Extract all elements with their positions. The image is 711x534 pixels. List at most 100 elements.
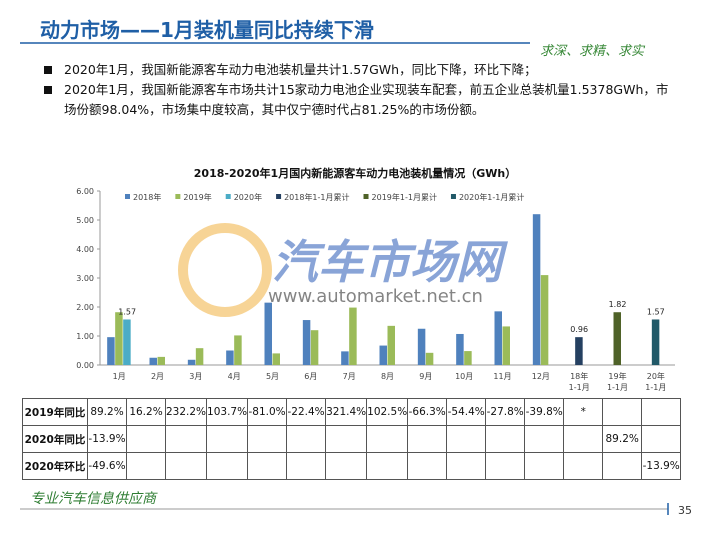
legend-label: 2018年 (133, 192, 161, 202)
bar (417, 328, 426, 365)
table-cell: -13.9% (641, 452, 682, 480)
bar (107, 337, 115, 365)
x-tick-label: 1月 (113, 372, 126, 381)
x-tick-label: 18年 1-1月 (569, 371, 590, 392)
y-tick-label: 4.00 (76, 245, 94, 254)
bar (502, 326, 510, 365)
table-cell (602, 452, 643, 480)
bar (234, 335, 242, 365)
chart-title: 2018-2020年1月国内新能源客车动力电池装机量情况（GWh） (194, 166, 516, 180)
bar (226, 350, 234, 365)
table-cell: -54.4% (446, 398, 487, 426)
table-cell (407, 425, 448, 453)
table-cell (126, 425, 166, 453)
bar (310, 330, 319, 365)
table-cell (286, 452, 327, 480)
legend-swatch (175, 194, 181, 199)
legend-swatch (125, 194, 130, 199)
table-cell: -66.3% (407, 398, 448, 426)
x-tick-label: 19年 1-1月 (607, 371, 628, 392)
legend-swatch (276, 194, 282, 199)
bar (387, 325, 395, 365)
legend-swatch (363, 194, 369, 199)
table-cell: -39.8% (524, 398, 565, 426)
table-cell (286, 425, 327, 453)
bullet-list: 2020年1月，我国新能源客车动力电池装机量共计1.57GWh，同比下降，环比下… (44, 60, 674, 120)
x-tick-label: 6月 (304, 372, 317, 381)
x-tick-label: 8月 (381, 372, 394, 381)
table-cell (641, 425, 682, 453)
table-row: 2020年同比 -13.9% 89.2% (22, 425, 682, 453)
y-tick-label: 0.00 (76, 361, 94, 370)
footer: 专业汽车信息供应商 (30, 491, 156, 507)
bar (341, 351, 349, 365)
table-row: 2019年同比 89.2% 16.2% 232.2% 103.7% -81.0% -22.4… (22, 398, 682, 426)
legend-swatch (450, 194, 456, 199)
table-cell (524, 425, 565, 453)
data-table: 2019年同比 89.2% 16.2% 232.2% 103.7% -81.0% -22.4… (22, 398, 682, 480)
table-cell (563, 452, 604, 480)
row-header: 2020年环比 (22, 452, 88, 480)
table-cell: 16.2% (126, 398, 166, 426)
page-number: 35 (678, 504, 692, 517)
table-cell (164, 425, 208, 453)
table-cell: -13.9% (87, 425, 127, 453)
table-cell (602, 398, 643, 426)
legend-label: 2019年1-1月累计 (372, 192, 437, 202)
bar (425, 352, 434, 365)
bullet: 2020年1月，我国新能源客车市场共计15家动力电池企业实现装车配套，前五企业总… (44, 80, 674, 120)
table-cell: 232.2% (164, 398, 208, 426)
table-cell (407, 452, 448, 480)
bar (379, 345, 387, 365)
y-tick-label: 1.00 (76, 332, 94, 341)
legend-label: 2020年1-1月累计 (459, 192, 524, 202)
table-cell (164, 452, 208, 480)
data-label: 1.82 (609, 300, 627, 309)
bar (540, 275, 549, 365)
x-tick-label: 5月 (266, 372, 279, 381)
legend-label: 2018年1-1月累计 (284, 192, 349, 202)
x-tick-label: 10月 (455, 372, 473, 381)
slide-title: 动力市场——1月装机量同比持续下滑 (40, 18, 374, 42)
x-tick-label: 4月 (228, 372, 241, 381)
bar (264, 302, 272, 365)
table-cell (247, 452, 288, 480)
x-tick-label: 2月 (151, 372, 164, 381)
legend-swatch (225, 194, 231, 199)
table-cell (325, 452, 368, 480)
table-cell (446, 452, 487, 480)
bar (494, 311, 502, 365)
table-row: 2020年环比 -49.6% -13.9% (22, 452, 682, 480)
x-tick-label: 3月 (189, 372, 202, 381)
bar (272, 353, 280, 365)
data-label: 0.96 (570, 325, 588, 334)
table-cell: * (563, 398, 604, 426)
watermark-name: 汽车市场网 (272, 235, 508, 289)
bar (456, 333, 464, 365)
table-cell (485, 425, 526, 453)
bar (123, 319, 131, 365)
bar (149, 357, 157, 365)
table-cell: -27.8% (485, 398, 526, 426)
table-cell (206, 425, 249, 453)
table-cell (446, 425, 487, 453)
legend-label: 2019年 (183, 192, 211, 202)
watermark-logo (178, 223, 272, 317)
bar (464, 351, 472, 365)
bar (532, 214, 541, 365)
watermark-url: www.automarket.net.cn (268, 286, 483, 307)
bullet: 2020年1月，我国新能源客车动力电池装机量共计1.57GWh，同比下降，环比下… (44, 60, 674, 80)
bar (195, 348, 204, 365)
table-cell: -22.4% (286, 398, 327, 426)
y-tick-label: 6.00 (76, 187, 94, 196)
x-tick-label: 7月 (343, 372, 356, 381)
x-tick-label: 9月 (419, 372, 432, 381)
x-tick-label: 11月 (493, 372, 511, 381)
table-cell: 103.7% (206, 398, 249, 426)
table-cell (206, 452, 249, 480)
bar (613, 312, 621, 365)
table-cell: 102.5% (366, 398, 409, 426)
data-label: 1.57 (118, 307, 136, 316)
legend-label: 2020年 (234, 192, 262, 202)
